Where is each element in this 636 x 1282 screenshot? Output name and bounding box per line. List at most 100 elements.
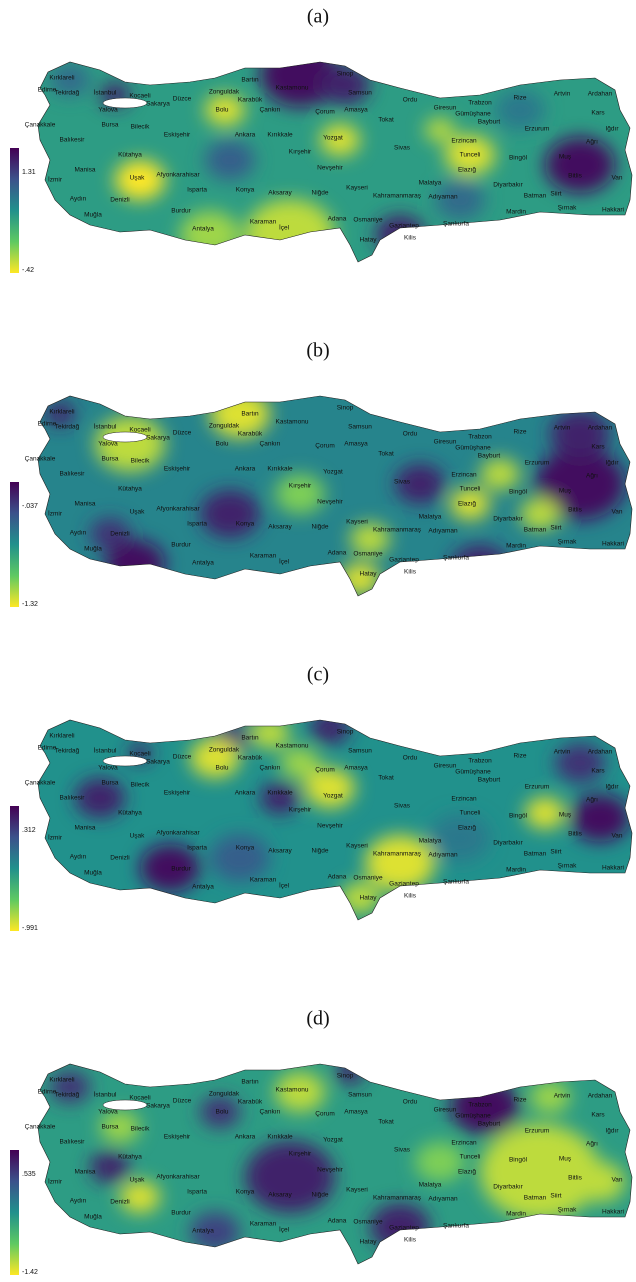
province-label: Erzurum (525, 1128, 550, 1135)
province-label: Trabzon (468, 758, 492, 765)
province-label: Muğla (84, 870, 102, 877)
province-label: İçel (279, 881, 290, 890)
province-label: Ordu (403, 1099, 418, 1106)
province-label: Balıkesir (60, 137, 86, 144)
province-label: Rize (513, 95, 526, 102)
province-label: Eskişehir (164, 790, 191, 797)
province-label: Uşak (130, 509, 146, 516)
panel-label: (c) (307, 664, 329, 686)
province-label: Manisa (75, 501, 96, 508)
province-label: Kahramanmaraş (373, 851, 422, 858)
province-label: Bitlis (568, 831, 582, 838)
province-label: Uşak (130, 175, 146, 182)
province-label: Eskişehir (164, 132, 191, 139)
province-label: Bursa (102, 1124, 119, 1131)
province-label: Van (611, 175, 622, 182)
province-label: Kocaeli (129, 427, 150, 434)
heat-blob (415, 1142, 465, 1182)
province-label: Gaziantep (389, 881, 419, 888)
province-label: Bilecik (131, 124, 151, 131)
province-label: Kilis (404, 1237, 417, 1244)
province-label: Afyonkarahisar (156, 172, 200, 179)
province-label: Bartın (241, 1079, 259, 1086)
heat-blob (450, 545, 510, 593)
province-label: Çankırı (260, 441, 281, 448)
province-label: Van (611, 833, 622, 840)
province-label: Çankırı (260, 1109, 281, 1116)
province-label: Kırklareli (49, 409, 74, 416)
province-label: Bilecik (131, 782, 151, 789)
province-label: Tekirdağ (55, 90, 80, 97)
panel-label: (a) (307, 6, 329, 28)
heat-blob (190, 738, 240, 778)
province-label: İstanbul (94, 422, 117, 431)
heat-blob (275, 474, 325, 514)
province-label: Trabzon (468, 434, 492, 441)
province-label: Niğde (312, 524, 329, 531)
province-label: Yalova (98, 441, 118, 448)
province-label: İçel (279, 223, 290, 232)
province-label: Tunceli (460, 486, 481, 493)
province-label: Adıyaman (428, 528, 458, 535)
province-label: Hakkari (602, 541, 624, 548)
province-label: Manisa (75, 825, 96, 832)
province-label: Bolu (215, 107, 228, 114)
province-label: Afyonkarahisar (156, 1174, 200, 1181)
province-label: Elazığ (458, 501, 476, 508)
colorbar-min: -1.32 (22, 601, 38, 608)
province-label: Muş (559, 154, 572, 161)
province-label: Ardahan (588, 91, 613, 98)
province-label: Aydın (70, 196, 87, 203)
province-label: Iğdır (605, 460, 619, 467)
province-label: Tunceli (460, 810, 481, 817)
province-label: Ordu (403, 431, 418, 438)
province-label: Aksaray (268, 848, 292, 855)
province-label: Uşak (130, 833, 146, 840)
province-label: Batman (524, 527, 547, 534)
province-label: Ordu (403, 97, 418, 104)
province-label: Zonguldak (209, 747, 240, 754)
province-label: Isparta (187, 845, 207, 852)
map-panel: (a)KırklareliEdirneTekirdağİstanbulKocae… (10, 6, 636, 274)
province-label: İzmir (48, 1177, 63, 1186)
heat-blob (550, 410, 610, 458)
province-label: Bolu (215, 765, 228, 772)
province-label: Erzurum (525, 126, 550, 133)
province-label: Nevşehir (317, 1167, 343, 1174)
province-label: Rize (513, 1097, 526, 1104)
province-label: Yalova (98, 107, 118, 114)
province-label: Afyonkarahisar (156, 506, 200, 513)
province-label: İçel (279, 1225, 290, 1234)
province-label: Osmaniye (353, 1219, 383, 1226)
province-label: Diyarbakır (493, 516, 523, 523)
province-label: Kütahya (118, 152, 142, 159)
province-label: Sakarya (146, 435, 170, 442)
province-label: Mardin (506, 867, 526, 874)
province-label: Kars (591, 768, 605, 775)
province-label: Ankara (235, 1134, 256, 1141)
province-label: Zonguldak (209, 423, 240, 430)
province-label: Bilecik (131, 1126, 151, 1133)
heat-blob (180, 211, 240, 259)
province-label: Karabük (238, 97, 263, 104)
province-label: Van (611, 1177, 622, 1184)
province-label: Niğde (312, 848, 329, 855)
province-label: Kocaeli (129, 751, 150, 758)
province-label: Elazığ (458, 1169, 476, 1176)
province-label: Ağrı (586, 473, 598, 480)
province-label: Balıkesir (60, 1139, 86, 1146)
province-label: Sakarya (146, 1103, 170, 1110)
province-label: Osmaniye (353, 217, 383, 224)
province-label: Diyarbakır (493, 840, 523, 847)
province-label: Artvin (554, 749, 571, 756)
province-label: Kırıkkale (267, 1134, 293, 1141)
province-label: Kastamonu (276, 85, 309, 92)
province-label: Muş (559, 812, 572, 819)
province-label: Nevşehir (317, 499, 343, 506)
province-label: Konya (236, 521, 255, 528)
province-label: Bingöl (509, 489, 528, 496)
province-label: Ardahan (588, 1093, 613, 1100)
colorbar-max: -.037 (22, 503, 38, 510)
province-label: Gümüşhane (455, 111, 491, 118)
colorbar-max: 1.31 (22, 169, 36, 176)
